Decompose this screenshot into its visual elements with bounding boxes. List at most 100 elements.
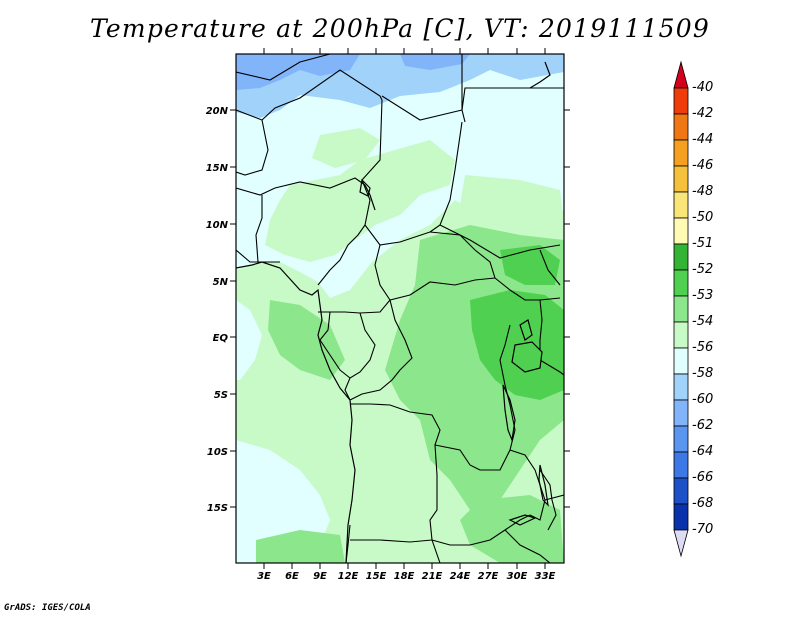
colorbar-label: -62 <box>692 418 714 433</box>
border-angola-zambia <box>429 444 438 541</box>
border-mali-niger <box>236 109 269 176</box>
border-zimbabwe <box>504 529 551 563</box>
lake-malawi <box>538 464 549 507</box>
border-west-africa <box>236 249 280 263</box>
coast-red-sea <box>529 61 551 89</box>
field-green-east-patch <box>460 175 564 230</box>
lon-label: 27E <box>478 571 499 582</box>
field-dark-green-north <box>500 245 560 285</box>
map-frame <box>235 53 565 564</box>
field-blue-northwest <box>236 54 360 90</box>
colorbar-label: -42 <box>692 106 714 121</box>
border-car-south <box>374 244 496 301</box>
colorbar-swatch <box>673 347 689 375</box>
colorbar-swatch <box>673 139 689 167</box>
colorbar-swatch <box>673 191 689 219</box>
river-nile <box>364 184 376 211</box>
lon-label: 24E <box>450 571 471 582</box>
lon-label: 18E <box>394 571 415 582</box>
border-tanzania-kenya <box>539 359 564 376</box>
map-title: Temperature at 200hPa [C], VT: 201911150… <box>90 14 710 43</box>
field-pale-cyan-west <box>236 300 262 380</box>
lat-label: 10N <box>206 220 229 231</box>
latitude-axis <box>230 109 570 508</box>
lon-label: 3E <box>257 571 271 582</box>
lat-label: 20N <box>206 106 229 117</box>
border-drc-east <box>480 324 516 471</box>
colorbar-label: -53 <box>692 288 714 303</box>
lon-label: 6E <box>285 571 299 582</box>
border-ss-ethiopia <box>539 249 561 286</box>
colorbar-swatch <box>673 217 689 245</box>
border-congo <box>344 312 376 401</box>
lat-label: EQ <box>213 333 229 344</box>
colorbar-swatch <box>673 399 689 427</box>
lat-label: 15N <box>206 163 229 174</box>
colorbar-swatch <box>673 295 689 323</box>
grads-credit: GrADS: IGES/COLA <box>4 603 91 613</box>
lon-label: 33E <box>535 571 556 582</box>
colorbar-label: -52 <box>692 262 714 277</box>
colorbar-swatch <box>673 243 689 271</box>
colorbar <box>673 60 689 558</box>
lat-label: 5S <box>214 390 228 401</box>
border-gabon <box>319 311 351 379</box>
border-malawi <box>539 469 557 531</box>
colorbar-swatch <box>673 269 689 297</box>
lon-label: 21E <box>422 571 443 582</box>
colorbar-label: -68 <box>692 496 714 511</box>
colorbar-label: -40 <box>692 80 714 95</box>
border-sudan-ss <box>439 224 561 259</box>
colorbar-label: -46 <box>692 158 714 173</box>
border-namibia <box>350 539 433 543</box>
lake-albert <box>519 319 533 341</box>
colorbar-label: -51 <box>692 236 714 251</box>
coastlines <box>236 61 551 563</box>
border-libya-chad <box>381 95 463 121</box>
colorbar-label: -66 <box>692 470 714 485</box>
colorbar-swatch <box>673 113 689 141</box>
border-chad-car <box>364 224 431 246</box>
border-drc-angola <box>350 403 481 471</box>
border-ss-drc-uganda <box>494 277 561 301</box>
colorbar-swatch <box>673 87 689 115</box>
border-algeria-libya <box>236 54 331 81</box>
colorbar-swatch <box>673 503 689 531</box>
colorbar-label: -50 <box>692 210 714 225</box>
colorbar-swatch <box>673 425 689 453</box>
lat-label: 10S <box>207 447 228 458</box>
colorbar-swatch <box>673 373 689 401</box>
colorbar-swatch <box>673 321 689 349</box>
colorbar-swatch <box>673 477 689 505</box>
lat-label: 5N <box>213 277 229 288</box>
colorbar-label: -56 <box>692 340 714 355</box>
coast-gulf-guinea <box>236 261 356 563</box>
border-car-sudan <box>429 231 496 279</box>
country-borders <box>236 54 564 563</box>
lon-label: 12E <box>338 571 359 582</box>
field-mid-green-south <box>256 530 345 563</box>
field-green-north-patch <box>312 128 380 168</box>
border-benin <box>255 195 263 263</box>
field-blue-north-center <box>400 54 470 70</box>
border-mozambique <box>544 494 564 501</box>
lake-victoria <box>511 341 543 373</box>
colorbar-label: -58 <box>692 366 714 381</box>
field-green-sahel <box>265 140 455 262</box>
border-niger-nigeria <box>236 177 366 196</box>
lat-label: 15S <box>207 503 228 514</box>
lake-tanganyika <box>502 384 516 443</box>
lon-label: 9E <box>313 571 327 582</box>
colorbar-label: -48 <box>692 184 714 199</box>
colorbar-swatch <box>673 165 689 193</box>
border-botswana <box>431 539 441 563</box>
lake-chad <box>359 178 371 197</box>
colorbar-label: -70 <box>692 522 714 537</box>
border-nigeria-cameroon <box>317 224 366 286</box>
colorbar-label: -54 <box>692 314 714 329</box>
border-niger-north <box>261 69 383 121</box>
colorbar-top-triangle <box>673 60 689 89</box>
longitude-axis <box>263 48 546 569</box>
temperature-field <box>236 54 564 563</box>
